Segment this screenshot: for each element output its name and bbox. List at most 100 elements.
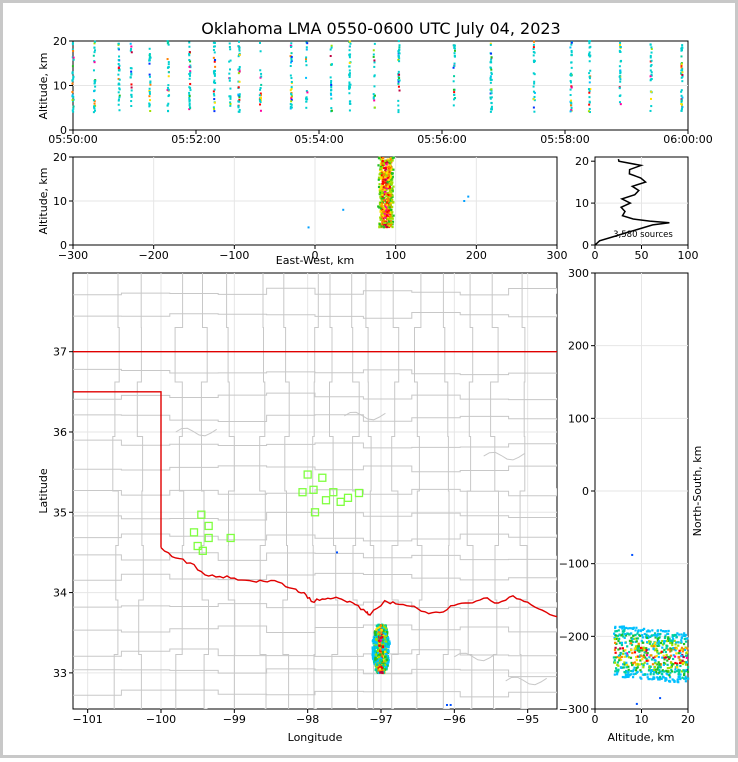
north-south-source: [661, 643, 665, 646]
time-height-xtick-label: 06:00:00: [663, 133, 712, 146]
time-height-source: [330, 107, 333, 110]
east-west-source: [387, 159, 390, 162]
north-south-source: [617, 648, 620, 651]
time-height-source: [650, 90, 653, 93]
time-height-source: [569, 74, 572, 77]
north-south-source: [639, 634, 642, 637]
north-south-source: [641, 658, 644, 661]
time-height-source: [237, 40, 240, 43]
time-height-source: [569, 79, 572, 82]
north-south-xtick-label: 20: [681, 713, 695, 726]
time-height-source: [237, 72, 240, 75]
north-south-source: [656, 639, 659, 642]
north-south-source: [672, 657, 675, 661]
plan-view-source: [381, 669, 384, 673]
time-height-source: [569, 88, 572, 91]
time-height-source: [188, 108, 191, 111]
north-south-source: [675, 647, 678, 650]
north-south-source: [665, 653, 668, 657]
time-height-source: [117, 59, 120, 62]
time-height-source: [398, 79, 401, 82]
north-south-source: [625, 663, 629, 666]
plan-view-source: [382, 631, 385, 635]
north-south-source: [656, 641, 659, 644]
time-height-source: [348, 75, 351, 78]
north-south-source: [647, 648, 650, 651]
east-west-source: [391, 195, 394, 198]
east-west-source: [377, 164, 380, 167]
north-south-source: [682, 648, 685, 651]
time-height-source: [130, 70, 133, 73]
plan-view-source: [386, 643, 390, 646]
north-south-source: [633, 666, 636, 669]
north-south-source: [639, 669, 642, 672]
time-height-source: [680, 90, 683, 93]
east-west-source: [383, 188, 386, 191]
north-south-source: [631, 553, 634, 556]
north-south-source: [639, 649, 642, 652]
county-line: [73, 312, 557, 319]
time-height-source: [397, 40, 400, 43]
time-height-source: [490, 56, 493, 59]
time-height-source: [452, 98, 455, 101]
plan-view-source: [380, 666, 383, 669]
time-height-source: [680, 100, 683, 103]
time-height-source: [189, 64, 192, 67]
time-height-source: [330, 63, 333, 66]
east-west-source: [383, 181, 386, 184]
north-south-source: [654, 662, 657, 665]
time-height-source: [94, 109, 97, 112]
north-south-source: [683, 671, 686, 674]
time-height-source: [229, 87, 232, 90]
north-south-source: [649, 673, 652, 676]
north-south-source: [619, 647, 622, 650]
time-height-source: [489, 78, 492, 81]
time-height-source: [650, 59, 653, 62]
plan-view-source: [386, 641, 390, 645]
north-south-source: [626, 675, 629, 679]
north-south-source: [648, 665, 651, 668]
east-west-source: [389, 193, 392, 197]
east-west-source: [391, 211, 394, 214]
north-south-source: [675, 635, 678, 639]
time-height-source: [118, 96, 121, 99]
north-south-source: [656, 634, 659, 637]
east-west-source: [377, 176, 381, 179]
lma-station-marker: [354, 488, 364, 498]
north-south-source: [615, 637, 618, 641]
north-south-source: [622, 649, 625, 652]
east-west-source: [382, 221, 386, 224]
north-south-source: [634, 645, 638, 648]
time-height-source: [570, 109, 573, 112]
east-west-source: [389, 199, 392, 202]
plan-view-source: [384, 649, 387, 652]
east-west-source: [388, 161, 391, 165]
time-height-source: [214, 65, 217, 68]
north-south-source: [677, 675, 680, 679]
east-west-source: [379, 167, 383, 170]
north-south-source: [620, 625, 623, 628]
time-height-source: [453, 75, 456, 78]
east-west-source: [389, 158, 392, 161]
east-west-source: [381, 180, 384, 183]
north-south-source: [681, 662, 684, 666]
east-west-source: [379, 162, 383, 165]
time-height-source: [237, 55, 240, 58]
time-height-source: [149, 83, 152, 86]
east-west-ytick-label: 0: [60, 239, 67, 252]
time-height-source: [649, 79, 652, 82]
north-south-ytick-label: 200: [568, 340, 589, 353]
time-height-source: [589, 45, 592, 48]
north-south-source: [668, 637, 671, 640]
north-south-source: [626, 627, 630, 630]
time-height-source: [167, 41, 170, 44]
plan-view-source: [381, 648, 385, 651]
north-south-source: [671, 678, 674, 681]
north-south-source: [634, 669, 638, 672]
time-height-source: [167, 88, 170, 91]
north-south-source: [646, 641, 649, 644]
time-height-source: [214, 82, 217, 85]
time-height-source: [188, 93, 191, 96]
north-south-source: [634, 663, 638, 666]
north-south-source: [623, 627, 626, 630]
